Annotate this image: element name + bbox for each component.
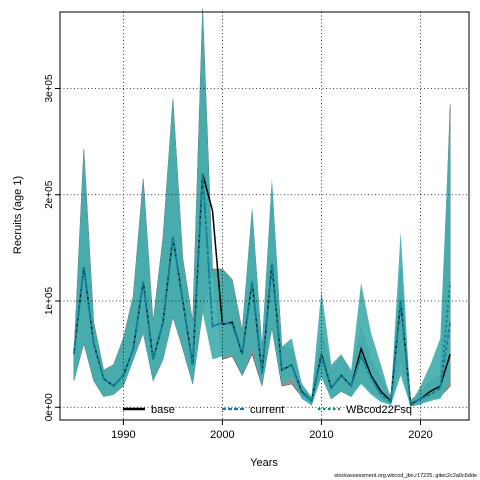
- legend-label-current: current: [250, 404, 284, 416]
- x-tick-label-1990: 1990: [111, 429, 135, 441]
- grid-lines: [60, 12, 469, 420]
- series-lines: [73, 173, 452, 407]
- uncertainty-bands: [73, 8, 451, 407]
- y-axis-label: Recruits (age 1): [12, 176, 24, 254]
- y-tick-label-1e+05: 1e+05: [44, 287, 55, 316]
- y-axis: 0e+00 1e+05 2e+05 3e+05: [44, 74, 60, 421]
- y-tick-label-0e+00: 0e+00: [44, 393, 55, 422]
- line-current: [73, 173, 452, 407]
- line-WBcod22Fsq: [73, 173, 452, 407]
- legend: base current WBcod22Fsq: [123, 404, 412, 416]
- footer-text: stockassessment.org,wbcod_jbo,r17225, gi…: [334, 473, 477, 479]
- band-WBcod22Fsq: [73, 8, 451, 407]
- y-tick-label-2e+05: 2e+05: [44, 180, 55, 209]
- legend-label-base: base: [151, 404, 175, 416]
- x-tick-label-2020: 2020: [408, 429, 432, 441]
- x-axis: 1990 2000 2010 2020: [111, 420, 433, 441]
- plot-frame: [59, 11, 470, 421]
- x-tick-label-2010: 2010: [309, 429, 333, 441]
- legend-label-WBcod22Fsq: WBcod22Fsq: [346, 404, 412, 416]
- x-tick-label-2000: 2000: [210, 429, 234, 441]
- x-axis-label: Years: [250, 457, 278, 469]
- y-tick-label-3e+05: 3e+05: [44, 74, 55, 103]
